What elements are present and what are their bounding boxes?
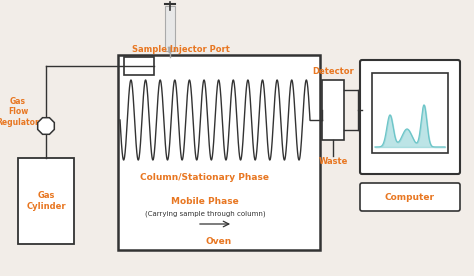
Polygon shape xyxy=(168,47,172,53)
Text: Column/Stationary Phase: Column/Stationary Phase xyxy=(140,174,270,182)
FancyBboxPatch shape xyxy=(322,80,344,140)
FancyBboxPatch shape xyxy=(360,183,460,211)
Text: Mobile Phase: Mobile Phase xyxy=(171,198,239,206)
Text: Sample Injector Port: Sample Injector Port xyxy=(132,46,230,54)
Text: Computer: Computer xyxy=(385,192,435,201)
FancyBboxPatch shape xyxy=(18,158,74,244)
Text: (Carrying sample through column): (Carrying sample through column) xyxy=(145,211,265,217)
FancyBboxPatch shape xyxy=(118,55,320,250)
FancyBboxPatch shape xyxy=(124,57,154,75)
FancyBboxPatch shape xyxy=(165,6,175,51)
Text: Gas
Cylinder: Gas Cylinder xyxy=(26,191,66,211)
Text: Detector: Detector xyxy=(312,68,354,76)
Text: Gas
Flow
Regulator: Gas Flow Regulator xyxy=(0,97,39,127)
Text: Oven: Oven xyxy=(206,238,232,246)
FancyBboxPatch shape xyxy=(360,60,460,174)
FancyBboxPatch shape xyxy=(372,73,448,153)
Polygon shape xyxy=(38,118,55,134)
Text: Waste: Waste xyxy=(319,158,348,166)
